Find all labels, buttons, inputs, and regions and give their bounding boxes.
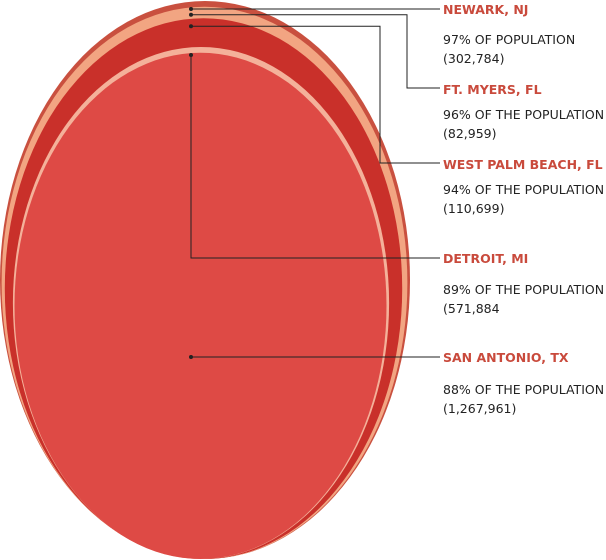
series-label-san-antonio: SAN ANTONIO, TX <box>443 350 569 365</box>
ellipse-san-antonio <box>14 52 387 559</box>
series-percent-west-palm-beach: 94% OF THE POPULATION <box>443 182 605 197</box>
series-percent-detroit: 89% OF THE POPULATION <box>443 282 605 297</box>
series-percent-newark: 97% OF POPULATION <box>443 32 576 47</box>
series-label-ft-myers: FT. MYERS, FL <box>443 82 542 97</box>
marker-dot-detroit <box>189 53 193 58</box>
leader-line-detroit <box>190 55 440 259</box>
series-percent-san-antonio: 88% OF THE POPULATION <box>443 382 605 397</box>
series-label-west-palm-beach: WEST PALM BEACH, FL <box>443 157 603 172</box>
series-percent-ft-myers: 96% OF THE POPULATION <box>443 107 605 122</box>
series-count-ft-myers: (82,959) <box>443 126 497 141</box>
series-count-newark: (302,784) <box>443 51 505 66</box>
series-count-west-palm-beach: (110,699) <box>443 201 505 216</box>
marker-dot-san-antonio <box>189 355 193 359</box>
marker-dot-ft-myers <box>189 12 193 17</box>
marker-dot-west-palm-beach <box>189 24 193 29</box>
marker-dot-newark <box>189 7 193 11</box>
series-count-detroit: (571,884 <box>443 301 500 316</box>
series-count-san-antonio: (1,267,961) <box>443 401 517 416</box>
series-label-detroit: DETROIT, MI <box>443 251 529 266</box>
leader-line-west-palm-beach <box>191 25 440 164</box>
leader-line-ft-myers <box>191 14 440 89</box>
series-label-newark: NEWARK, NJ <box>443 2 529 17</box>
